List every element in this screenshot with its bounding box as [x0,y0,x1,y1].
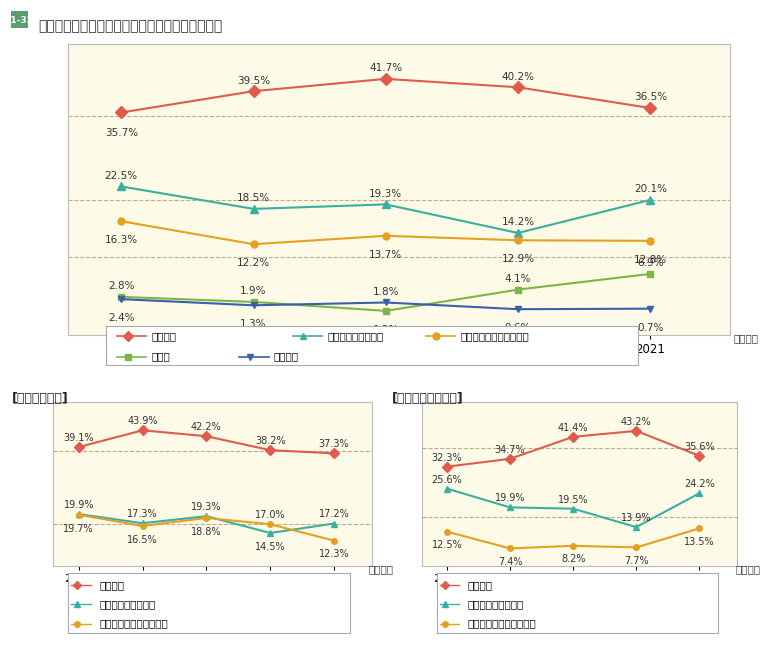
Text: 16.3%: 16.3% [105,235,138,245]
Text: 35.7%: 35.7% [105,128,138,138]
Text: 総合職試験以外に合格又は内定したもの（全体）: 総合職試験以外に合格又は内定したもの（全体） [38,19,222,33]
Text: 36.5%: 36.5% [634,92,667,103]
Text: 35.6%: 35.6% [684,442,714,452]
Text: 司法試験: 司法試験 [274,352,299,362]
Text: 19.9%: 19.9% [64,500,94,510]
Text: 19.9%: 19.9% [495,493,525,503]
Text: 2.4%: 2.4% [108,313,135,323]
Text: 13.9%: 13.9% [621,513,651,523]
Text: 民間企業: 民間企業 [152,331,176,341]
Text: 6.9%: 6.9% [637,259,663,268]
Text: 0.6%: 0.6% [505,323,531,333]
Text: 41.4%: 41.4% [558,423,588,433]
Text: 8.2%: 8.2% [561,554,585,564]
Text: 40.2%: 40.2% [502,72,534,82]
Text: 12.5%: 12.5% [432,540,462,550]
Text: 17.0%: 17.0% [255,510,286,520]
Text: 13.7%: 13.7% [369,250,402,260]
Text: 18.5%: 18.5% [237,193,270,203]
Text: （年度）: （年度） [733,333,758,343]
Text: 13.5%: 13.5% [684,537,714,547]
Text: 他の国家公務員採用試験: 他の国家公務員採用試験 [461,331,529,341]
Text: 12.8%: 12.8% [634,255,667,265]
Text: [理工・農系の職員]: [理工・農系の職員] [391,392,463,405]
Text: 41.7%: 41.7% [369,63,402,73]
Text: 0.7%: 0.7% [637,323,663,333]
Text: 1.9%: 1.9% [240,286,267,296]
Text: 43.2%: 43.2% [621,417,651,427]
Text: 42.2%: 42.2% [191,422,222,432]
Text: 25.6%: 25.6% [432,475,462,484]
Text: 19.5%: 19.5% [558,494,588,505]
Text: 19.7%: 19.7% [63,523,94,533]
Text: 17.3%: 17.3% [127,509,158,519]
Text: 19.3%: 19.3% [369,189,402,199]
Text: 16.5%: 16.5% [127,535,158,545]
Text: 12.9%: 12.9% [502,255,534,264]
Text: 地方公務員採用試験: 地方公務員採用試験 [100,599,156,609]
Text: 地方公務員採用試験: 地方公務員採用試験 [327,331,384,341]
Text: [法文系の職員]: [法文系の職員] [11,392,68,405]
Text: 19.3%: 19.3% [192,502,222,512]
Text: 0.3%: 0.3% [372,325,399,335]
Text: 24.2%: 24.2% [684,479,714,489]
Text: （年度）: （年度） [369,564,394,574]
Text: 12.3%: 12.3% [318,549,350,559]
Text: 43.9%: 43.9% [128,416,158,426]
Text: 4.1%: 4.1% [505,274,531,284]
Text: 他の国家公務員採用試験: 他の国家公務員採用試験 [468,618,537,628]
Text: 18.8%: 18.8% [192,527,222,537]
Text: 37.3%: 37.3% [318,439,350,449]
Text: 14.5%: 14.5% [255,542,286,551]
Text: 14.2%: 14.2% [502,217,534,227]
Text: 7.7%: 7.7% [624,555,648,565]
Text: 39.5%: 39.5% [237,76,270,86]
Text: 7.4%: 7.4% [498,557,522,567]
Text: 図1-32: 図1-32 [6,15,33,24]
Text: その他: その他 [152,352,170,362]
Text: 地方公務員採用試験: 地方公務員採用試験 [468,599,524,609]
Text: 39.1%: 39.1% [64,433,94,443]
Text: 1.8%: 1.8% [372,287,399,297]
Text: 22.5%: 22.5% [105,171,138,181]
Text: 20.1%: 20.1% [634,184,667,194]
Text: 民間企業: 民間企業 [468,580,493,590]
Text: 1.3%: 1.3% [240,320,267,330]
Text: 32.3%: 32.3% [432,453,462,463]
Text: 民間企業: 民間企業 [100,580,125,590]
Text: 34.7%: 34.7% [495,445,525,455]
Text: （年度）: （年度） [736,564,760,574]
Text: 他の国家公務員採用試験: 他の国家公務員採用試験 [100,618,168,628]
Text: 12.2%: 12.2% [237,258,270,268]
Text: 38.2%: 38.2% [255,436,286,446]
Text: 2.8%: 2.8% [108,281,135,291]
Text: 17.2%: 17.2% [318,509,350,519]
